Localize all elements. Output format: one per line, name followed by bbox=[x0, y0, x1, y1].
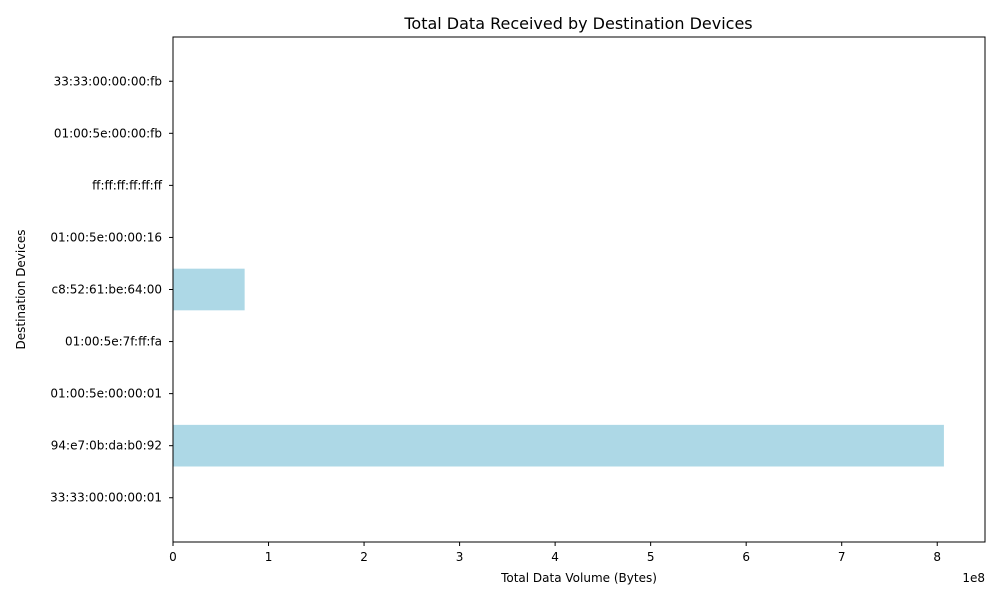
x-tick-label: 0 bbox=[169, 550, 177, 564]
y-tick-label: 94:e7:0b:da:b0:92 bbox=[51, 439, 162, 453]
y-axis-label: Destination Devices bbox=[14, 230, 28, 350]
plot-area-frame bbox=[172, 36, 986, 543]
x-tick-label: 7 bbox=[838, 550, 846, 564]
x-tick-label: 5 bbox=[647, 550, 655, 564]
y-tick-label: 01:00:5e:00:00:01 bbox=[50, 387, 162, 401]
x-tick-label: 4 bbox=[551, 550, 559, 564]
y-tick-label: 01:00:5e:7f:ff:fa bbox=[65, 335, 162, 349]
x-axis-label: Total Data Volume (Bytes) bbox=[500, 571, 657, 585]
x-tick-label: 2 bbox=[360, 550, 368, 564]
y-tick-label: 01:00:5e:00:00:fb bbox=[54, 126, 162, 140]
x-axis-offset-label: 1e8 bbox=[962, 571, 985, 585]
x-tick-label: 8 bbox=[933, 550, 941, 564]
y-tick-label: c8:52:61:be:64:00 bbox=[51, 283, 162, 297]
bars-group bbox=[173, 60, 944, 519]
x-tick-label: 1 bbox=[265, 550, 273, 564]
x-tick-label: 6 bbox=[742, 550, 750, 564]
chart-title: Total Data Received by Destination Devic… bbox=[403, 14, 752, 33]
y-tick-label: ff:ff:ff:ff:ff:ff bbox=[92, 178, 163, 192]
y-axis-ticks: 33:33:00:00:00:fb 01:00:5e:00:00:fb ff:ff:… bbox=[50, 74, 173, 505]
y-tick-label: 01:00:5e:00:00:16 bbox=[50, 230, 162, 244]
bar bbox=[173, 424, 944, 467]
x-tick-label: 3 bbox=[456, 550, 464, 564]
y-tick-label: 33:33:00:00:00:fb bbox=[54, 74, 162, 88]
y-tick-label: 33:33:00:00:00:01 bbox=[50, 491, 162, 505]
bar bbox=[173, 268, 245, 311]
x-axis-ticks: 0 1 2 3 4 5 6 7 8 bbox=[169, 542, 941, 564]
